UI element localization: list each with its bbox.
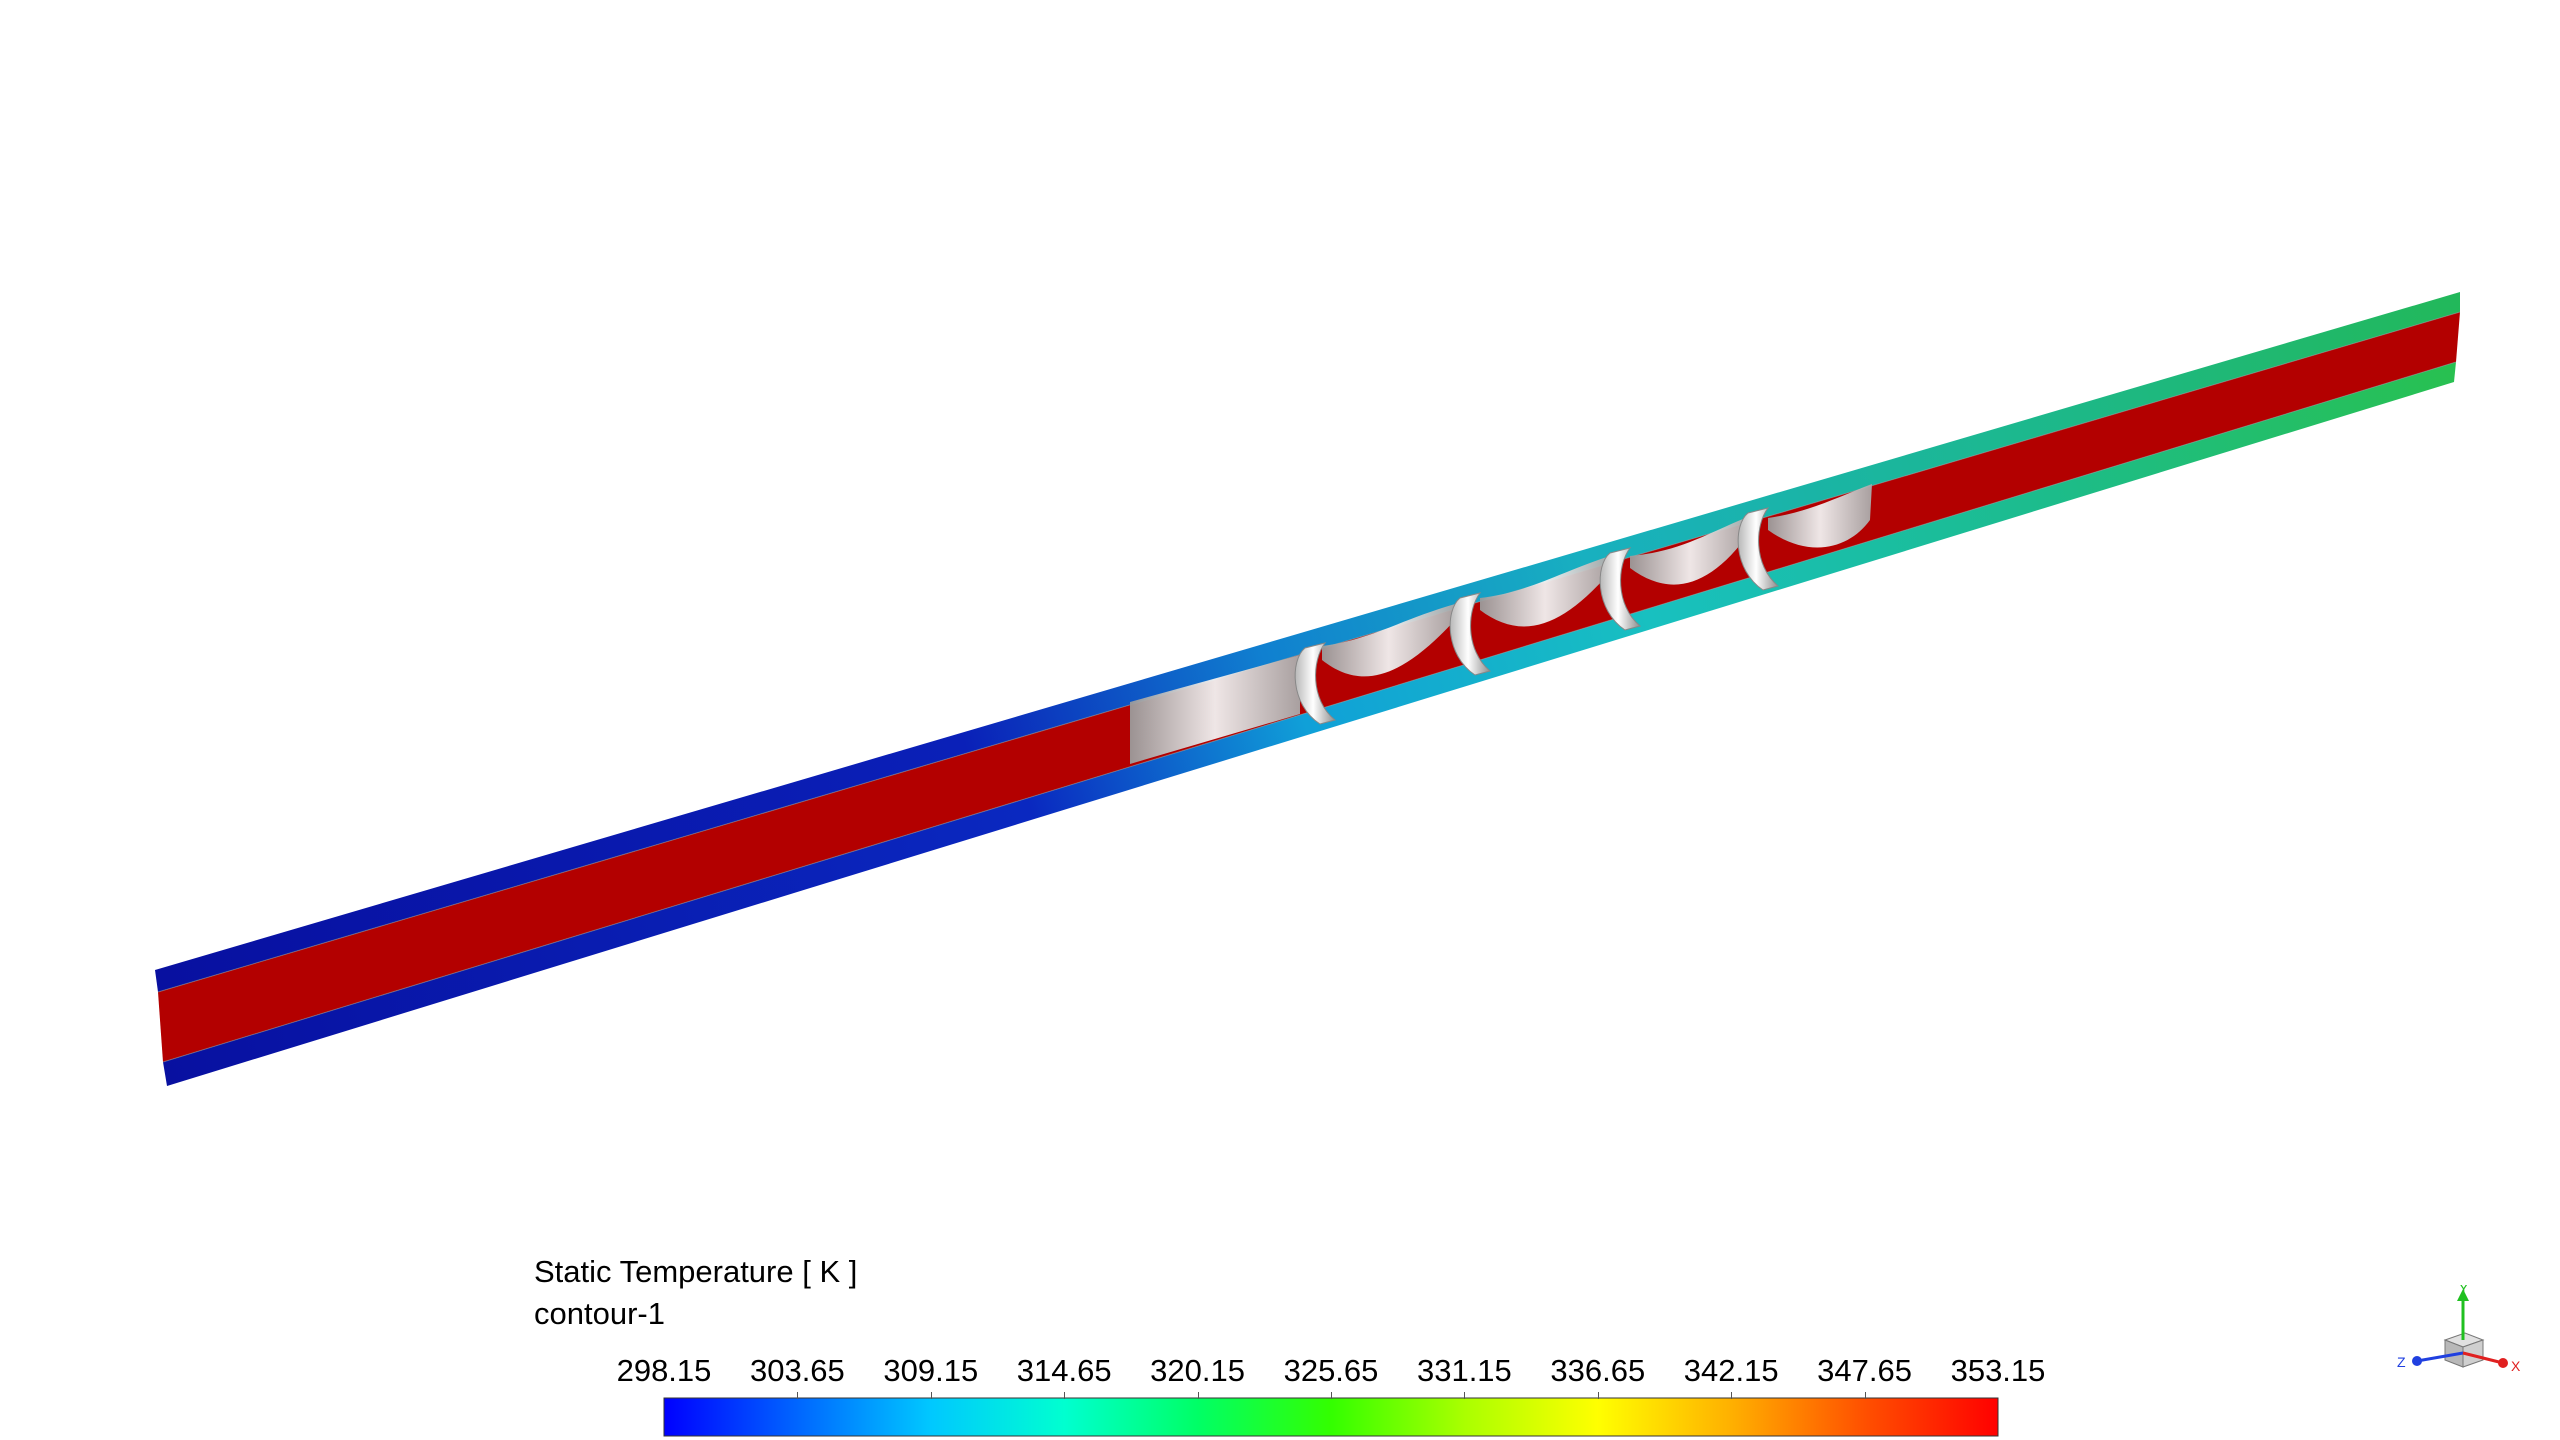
colorbar-tick-mark [1064, 1392, 1066, 1399]
colorbar-tick-label: 314.65 [1016, 1353, 1112, 1388]
triad-x-label: X [2511, 1358, 2521, 1374]
colorbar-tick-label: 331.15 [1416, 1353, 1512, 1388]
colorbar-tick-mark [1331, 1392, 1332, 1399]
colorbar-tick-label: 342.15 [1683, 1353, 1779, 1388]
colorbar-tick-label: 336.65 [1550, 1353, 1646, 1388]
colorbar-tick-mark [1197, 1392, 1199, 1399]
colorbar-tick-mark [1464, 1392, 1466, 1399]
legend-subtitle: contour-1 [534, 1296, 665, 1331]
colorbar-tick-mark [797, 1392, 799, 1399]
colorbar-tick-label: 347.65 [1817, 1353, 1913, 1388]
triad-y-label: Y [2459, 1285, 2469, 1296]
colorbar-tick-label: 353.15 [1950, 1353, 2046, 1388]
twisted-tape-insert [1130, 484, 1872, 764]
colorbar-tick-label: 325.65 [1283, 1353, 1379, 1388]
legend-title: Static Temperature [ K ] [534, 1254, 858, 1289]
colorbar-tick-label: 303.65 [749, 1353, 845, 1388]
colorbar-tick-label: 320.15 [1150, 1353, 1246, 1388]
colorbar-tick-label: 309.15 [883, 1353, 979, 1388]
pipe-wall-top [155, 292, 2460, 992]
colorbar-tick-mark [1864, 1392, 1866, 1399]
colorbar-tick-mark [1731, 1392, 1733, 1399]
orientation-triad[interactable]: Y Z X [2395, 1285, 2525, 1385]
x-axis-line [2462, 1351, 2504, 1365]
colorbar-tick-mark [930, 1392, 932, 1399]
triad-z-label: Z [2397, 1354, 2406, 1370]
colorbar-tick-label: 298.15 [616, 1353, 712, 1388]
pipe-wall-bottom [163, 362, 2456, 1086]
colorbar [663, 1397, 1999, 1437]
colorbar-tick-mark [1597, 1392, 1599, 1399]
z-axis-line [2416, 1351, 2464, 1363]
